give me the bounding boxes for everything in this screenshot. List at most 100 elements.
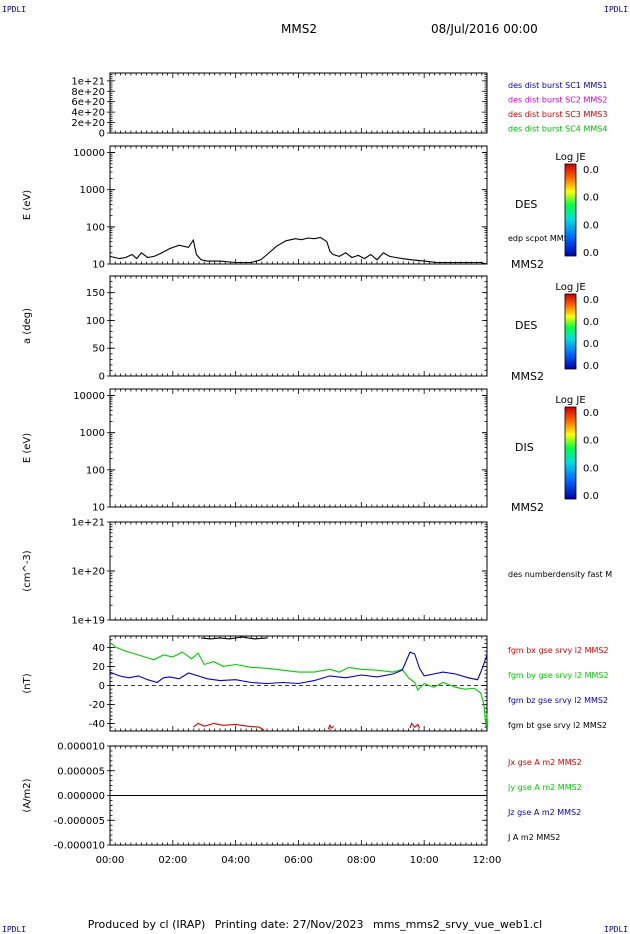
y-tick-label: 8e+20 bbox=[71, 87, 105, 98]
spacecraft-title: MMS2 bbox=[281, 22, 317, 36]
y-tick-label: 0.000010 bbox=[57, 742, 105, 753]
x-tick-label: 12:00 bbox=[473, 855, 502, 866]
y-tick-label: 2e+20 bbox=[71, 118, 105, 129]
colorbar bbox=[564, 406, 577, 500]
instrument-label: DIS bbox=[515, 441, 534, 454]
y-axis-label: (A/m2) bbox=[22, 778, 33, 812]
colorbar-tick-label: 0.0 bbox=[583, 408, 599, 419]
series-line-fgm-bz-gse-srvy-l2-mms2 bbox=[109, 651, 488, 685]
legend-entry: des dist burst SC2 MMS2 bbox=[508, 96, 607, 105]
colorbar-tick-label: 0.0 bbox=[583, 220, 599, 231]
y-tick-label: -20 bbox=[89, 700, 105, 711]
series-legend-label: J A m2 MMS2 bbox=[507, 833, 560, 842]
series-legend-label: fgm bx gse srvy l2 MMS2 bbox=[508, 646, 609, 655]
series-line-fgm-bx-gse-srvy-l2-mms2 bbox=[409, 722, 421, 729]
y-tick-label: 1000 bbox=[80, 185, 105, 196]
series-line-fgm-bt-gse-srvy-l2-mms2 bbox=[201, 636, 268, 640]
corner-label-bottom-right: IPDLI bbox=[604, 925, 629, 934]
footer: Produced by cl (IRAP) Printing date: 27/… bbox=[0, 918, 630, 931]
corner-label-top-left: IPDLI bbox=[2, 5, 27, 14]
panel-frame-density bbox=[109, 521, 488, 621]
y-tick-label: 10 bbox=[92, 503, 105, 514]
y-tick-label: 1e+21 bbox=[71, 76, 105, 87]
panel-frame-pitch-angle bbox=[109, 275, 488, 377]
y-tick-label: 10 bbox=[92, 260, 105, 271]
y-axis-label: (nT) bbox=[22, 673, 33, 693]
y-tick-label: 4e+20 bbox=[71, 108, 105, 119]
y-tick-label: 100 bbox=[86, 222, 105, 233]
series-line-fgm-by-gse-srvy-l2-mms2 bbox=[109, 642, 488, 729]
instrument-label: DES bbox=[515, 319, 537, 332]
y-tick-label: 0 bbox=[99, 372, 105, 383]
colorbar bbox=[564, 293, 577, 370]
legend-entry: des dist burst SC1 MMS1 bbox=[508, 81, 607, 90]
series-legend-label: fgm by gse srvy l2 MMS2 bbox=[508, 671, 609, 680]
x-tick-label: 06:00 bbox=[284, 855, 313, 866]
series-legend-label: fgm bt gse srvy l2 MMS2 bbox=[508, 721, 607, 730]
footer-script-name: mms_mms2_srvy_vue_web1.cl bbox=[372, 918, 543, 931]
y-tick-label: 100 bbox=[86, 316, 105, 327]
y-tick-label: 10000 bbox=[73, 148, 105, 159]
colorbar-tick-label: 0.0 bbox=[583, 463, 599, 474]
corner-label-top-right: IPDLI bbox=[604, 5, 629, 14]
series-legend-label: Jx gse A m2 MMS2 bbox=[507, 758, 582, 767]
colorbar-tick-label: 0.0 bbox=[583, 248, 599, 259]
inline-series-label: des numberdensity fast M bbox=[508, 570, 612, 579]
instrument-label: DES bbox=[515, 198, 537, 211]
colorbar-title: Log JE bbox=[555, 282, 585, 293]
spacecraft-sub-label: MMS2 bbox=[511, 370, 544, 383]
panel-frame-des-energy bbox=[109, 145, 488, 265]
y-tick-label: -40 bbox=[89, 719, 105, 730]
footer-printing-date: Printing date: 27/Nov/2023 bbox=[214, 918, 364, 931]
y-tick-label: 1e+21 bbox=[71, 518, 105, 529]
spacecraft-sub-label: MMS2 bbox=[511, 501, 544, 514]
colorbar-tick-label: 0.0 bbox=[583, 491, 599, 502]
y-axis-label: E (eV) bbox=[22, 433, 33, 463]
y-tick-label: 40 bbox=[92, 643, 105, 654]
y-axis-label: E (eV) bbox=[22, 190, 33, 220]
x-tick-label: 08:00 bbox=[347, 855, 376, 866]
legend-entry: des dist burst SC3 MMS3 bbox=[508, 110, 607, 119]
series-legend-label: Jz gse A m2 MMS2 bbox=[507, 808, 581, 817]
colorbar-tick-label: 0.0 bbox=[583, 339, 599, 350]
y-axis-label: a (deg) bbox=[22, 308, 33, 344]
y-tick-label: 0.000005 bbox=[57, 766, 105, 777]
colorbar-title: Log JE bbox=[555, 395, 585, 406]
y-tick-label: 0 bbox=[99, 681, 105, 692]
colorbar-title: Log JE bbox=[555, 152, 585, 163]
y-axis-label: (cm^-3) bbox=[22, 550, 33, 591]
series-line-fgm-bx-gse-srvy-l2-mms2 bbox=[327, 724, 335, 730]
x-tick-label: 04:00 bbox=[221, 855, 250, 866]
legend-entry: des dist burst SC4 MMS4 bbox=[508, 125, 607, 134]
y-tick-label: 20 bbox=[92, 662, 105, 673]
panel-frame-dis-energy bbox=[109, 388, 488, 508]
y-tick-label: 1e+20 bbox=[71, 567, 105, 578]
series-line-fgm-bx-gse-srvy-l2-mms2 bbox=[192, 722, 265, 731]
y-tick-label: 1000 bbox=[80, 428, 105, 439]
colorbar-tick-label: 0.0 bbox=[583, 361, 599, 372]
inline-series-label: edp scpot MMS2 bbox=[508, 234, 574, 243]
corner-label-bottom-left: IPDLI bbox=[2, 925, 27, 934]
y-tick-label: 0 bbox=[99, 129, 105, 140]
y-tick-label: -0.000010 bbox=[54, 841, 105, 852]
colorbar-tick-label: 0.0 bbox=[583, 193, 599, 204]
plot-datetime: 08/Jul/2016 00:00 bbox=[431, 22, 538, 36]
colorbar bbox=[564, 163, 577, 257]
series-legend-label: Jy gse A m2 MMS2 bbox=[507, 783, 582, 792]
x-tick-label: 00:00 bbox=[96, 855, 125, 866]
series-line-edp-scpot-mms2 bbox=[109, 236, 488, 265]
y-tick-label: 6e+20 bbox=[71, 97, 105, 108]
y-tick-label: 50 bbox=[92, 344, 105, 355]
y-tick-label: 100 bbox=[86, 465, 105, 476]
y-tick-label: 10000 bbox=[73, 391, 105, 402]
footer-produced-by: Produced by cl (IRAP) bbox=[87, 918, 206, 931]
series-legend-label: fgm bz gse srvy l2 MMS2 bbox=[508, 696, 608, 705]
x-tick-label: 10:00 bbox=[410, 855, 439, 866]
colorbar-tick-label: 0.0 bbox=[583, 165, 599, 176]
spacecraft-sub-label: MMS2 bbox=[511, 258, 544, 271]
y-tick-label: 150 bbox=[86, 288, 105, 299]
x-tick-label: 02:00 bbox=[158, 855, 187, 866]
y-tick-label: 1e+19 bbox=[71, 616, 105, 627]
colorbar-tick-label: 0.0 bbox=[583, 295, 599, 306]
